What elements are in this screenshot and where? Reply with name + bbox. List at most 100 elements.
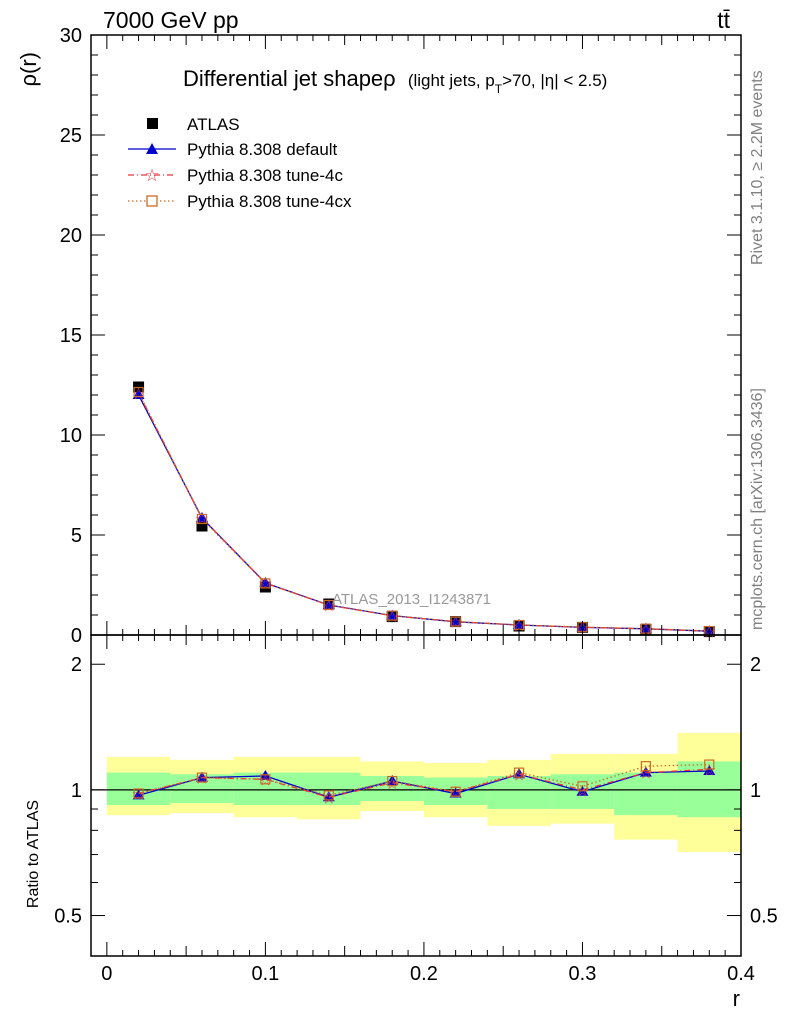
ratio-y-tick-label-right: 1 (750, 780, 761, 802)
x-axis-label: r (733, 986, 740, 1011)
x-tick-label: 0.2 (410, 963, 438, 985)
ratio-point-2 (704, 759, 715, 770)
title-cuts-1: (light jets, p (408, 71, 495, 90)
main-plot-content: ☆☆☆☆☆ ☆ ☆ ☆ ☆ ☆ (131, 381, 716, 641)
energy-label: 7000 GeV pp (103, 7, 239, 33)
ratio-point-0 (639, 766, 652, 777)
legend-default-marker (146, 143, 158, 154)
ratio-point-1: ☆ (702, 762, 716, 779)
ratio-point-0 (703, 764, 716, 775)
x-tick-label: 0.3 (569, 963, 597, 985)
mc-point-3 (387, 610, 398, 621)
ratio-y-tick-label: 1 (71, 780, 82, 802)
mc-point-3 (196, 513, 208, 525)
process-label: tt̄ (717, 7, 730, 33)
legend-atlas-marker (147, 118, 158, 129)
mc-point-2: ☆ (512, 618, 526, 635)
ratio-point-2 (513, 767, 525, 778)
legend-default-label: Pythia 8.308 default (187, 140, 338, 159)
main-y-tick-label: 10 (60, 425, 82, 447)
mc-point-3 (323, 599, 334, 611)
ratio-point-0 (386, 775, 399, 786)
ratio-point-1: ☆ (639, 766, 653, 783)
mc-point-3 (133, 386, 144, 398)
ratio-point-0 (132, 789, 145, 800)
ratio-point-1: ☆ (131, 787, 145, 804)
mc-point-1 (386, 609, 399, 620)
ratio-point-2 (450, 786, 461, 797)
legend-tune4c-marker: ☆ (144, 166, 159, 185)
ratio-line-1 (138, 768, 710, 798)
ratio-y-axis-label: Ratio to ATLAS (25, 800, 42, 908)
mc-point-2: ☆ (258, 576, 272, 593)
uncertainty-band-inner (487, 775, 551, 809)
ratio-point-2 (577, 781, 588, 792)
main-y-tick-label: 20 (60, 225, 82, 247)
main-y-tick-label: 15 (60, 325, 82, 347)
mc-point-1 (195, 512, 208, 522)
ratio-frame (90, 634, 742, 957)
ratio-x-ticks: 0 0.1 0.2 0.3 0.4 (101, 635, 755, 985)
legend: ATLAS Pythia 8.308 default ☆ Pythia 8.30… (128, 115, 352, 211)
mcplots-label: mcplots.cern.ch [arXiv:1306.3436] (749, 388, 766, 630)
mc-point-2: ☆ (385, 609, 399, 626)
ratio-point-1: ☆ (512, 767, 526, 784)
x-tick-label: 0 (101, 963, 112, 985)
x-tick-label: 0.1 (251, 963, 279, 985)
mc-point-1 (513, 619, 526, 629)
main-y-tick-label: 5 (71, 525, 82, 547)
ratio-line-2 (138, 763, 710, 797)
x-tick-label: 0.4 (727, 963, 755, 985)
mc-point-2: ☆ (448, 615, 462, 632)
ratio-plot-content: ☆☆ ☆☆☆☆☆☆☆ ☆ (91, 732, 741, 852)
main-y-tick-label: 25 (60, 125, 82, 147)
ratio-point-1: ☆ (322, 790, 336, 807)
main-y-axis-label: ρ(r) (16, 52, 41, 87)
mc-point-2: ☆ (131, 386, 145, 403)
ratio-point-1: ☆ (448, 785, 462, 802)
ratio-point-2 (640, 761, 651, 772)
series-line-2 (137, 392, 710, 632)
mc-point-2: ☆ (322, 598, 336, 615)
legend-atlas-label: ATLAS (187, 115, 240, 134)
ratio-point-1: ☆ (258, 772, 272, 789)
title-main: Differential jet shapeρ (183, 66, 396, 91)
uncertainty-band-inner (614, 772, 678, 816)
analysis-watermark: ATLAS_2013_I1243871 (332, 591, 491, 608)
main-x-tick-marks (106, 35, 742, 635)
ratio-y-tick-label: 2 (71, 654, 82, 676)
ratio-y-tick-label-right: 2 (750, 654, 761, 676)
rivet-label: Rivet 3.1.10, ≥ 2.2M events (749, 70, 766, 265)
atlas-point (196, 520, 208, 532)
ratio-point-2 (196, 772, 208, 783)
ratio-point-0 (195, 771, 208, 782)
main-y-tick-label: 30 (60, 25, 82, 47)
legend-tune4cx-label: Pythia 8.308 tune-4cx (187, 192, 352, 211)
ratio-point-0 (322, 791, 335, 802)
title-sub: T (495, 82, 503, 96)
legend-tune4c-label: Pythia 8.308 tune-4c (187, 166, 343, 185)
ratio-y-ticks: 0.5 0.5 1 1 2 2 (54, 654, 778, 957)
title-cuts-2: >70, |η| < 2.5) (502, 71, 607, 90)
ratio-point-2 (260, 774, 271, 785)
ratio-point-1: ☆ (385, 776, 399, 793)
ratio-point-0 (449, 787, 462, 798)
ratio-point-1: ☆ (195, 771, 209, 788)
ratio-point-0 (513, 768, 526, 779)
ratio-panel: ☆☆ ☆☆☆☆☆☆☆ ☆ 0.5 0.51 12 2 0 0.1 0.2 0.3 0.4 Rati… (25, 634, 778, 1011)
main-y-ticks: 0 5 10 15 20 25 30 (60, 25, 741, 647)
ratio-point-2 (387, 775, 398, 787)
ratio-y-tick-label: 0.5 (54, 906, 82, 928)
legend-tune4cx-marker (146, 195, 158, 207)
main-y-tick-label: 0 (71, 625, 82, 647)
mc-point-1 (322, 599, 335, 609)
mc-point-1 (639, 622, 652, 633)
main-title: Differential jet shapeρ (light jets, pT>… (183, 66, 607, 96)
mc-point-1 (449, 615, 462, 626)
ratio-point-2 (133, 788, 144, 799)
ratio-point-2 (323, 790, 334, 801)
ratio-y-tick-label-right: 0.5 (750, 906, 778, 928)
mc-point-3 (450, 616, 461, 627)
